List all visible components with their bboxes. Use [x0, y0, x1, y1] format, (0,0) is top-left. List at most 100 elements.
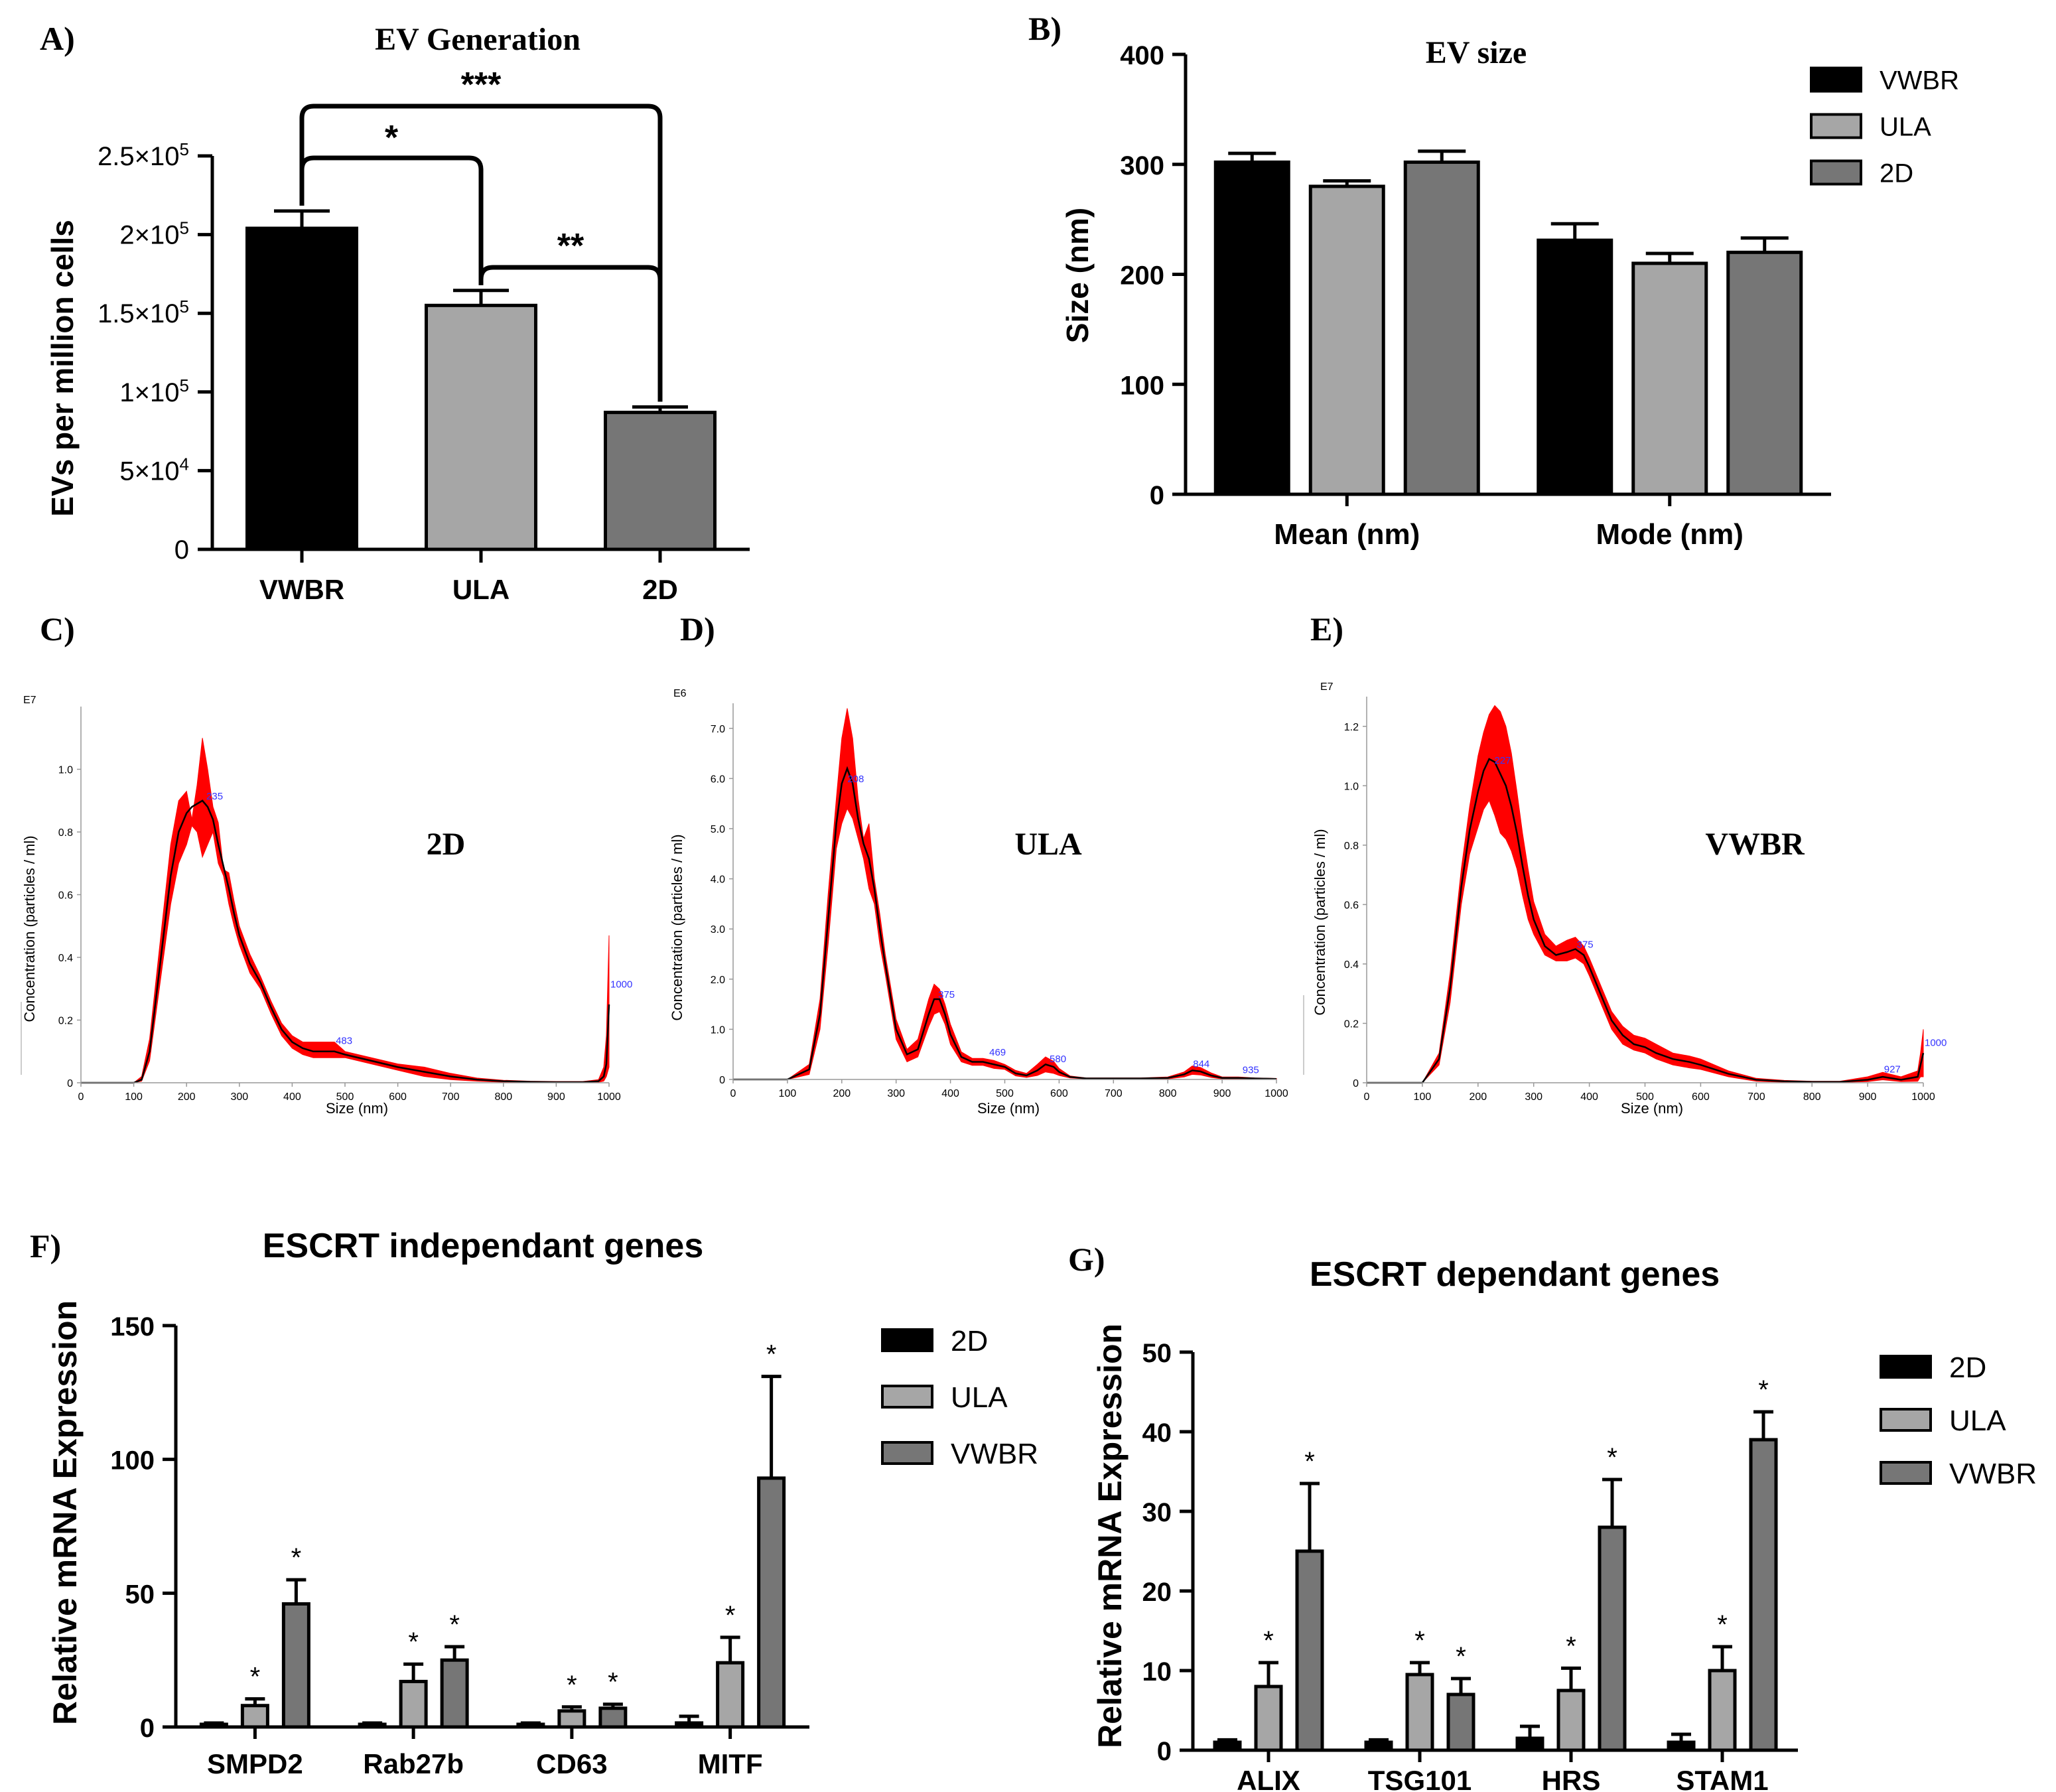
y-tick-label: 0: [1353, 1078, 1359, 1089]
legend-label: 2D: [1949, 1351, 1986, 1384]
x-tick-label: 700: [1105, 1088, 1123, 1099]
legend-swatch: [1880, 1408, 1932, 1432]
bar: [245, 226, 358, 551]
significance-star: *: [449, 1610, 460, 1639]
bar: [1708, 1669, 1737, 1752]
bar: [425, 303, 537, 551]
significance-star: *: [1758, 1375, 1769, 1405]
panel-d: D) E6 Concentration (particles / ml) Siz…: [663, 610, 1327, 1141]
bar: [1405, 1673, 1434, 1752]
x-tick-label: TSG101: [1368, 1765, 1472, 1792]
x-tick-label: Mean (nm): [1274, 518, 1420, 551]
y-tick-label: 400: [1120, 41, 1164, 70]
significance-star: *: [1414, 1626, 1425, 1655]
y-tick-label: 0: [1157, 1737, 1172, 1766]
bar: [1556, 1689, 1586, 1752]
bar: [1749, 1438, 1778, 1752]
y-tick-label: 1×105: [119, 376, 189, 407]
y-tick-label: 100: [1120, 371, 1164, 400]
x-tick-label: Rab27b: [363, 1748, 464, 1779]
y-tick-label: 0.2: [1344, 1018, 1359, 1030]
bar: [1515, 1736, 1544, 1752]
y-axis-label: Concentration (particles / ml): [669, 834, 685, 1020]
significance-star: *: [1607, 1443, 1617, 1472]
significance-star: *: [1263, 1626, 1274, 1655]
x-tick-label: 900: [547, 1091, 565, 1103]
y-tick-label: 0: [1150, 481, 1164, 510]
y-tick-label: 0.6: [1344, 900, 1359, 911]
x-tick-label: 600: [389, 1091, 407, 1103]
x-tick-label: VWBR: [259, 574, 344, 605]
peak-label: 375: [1577, 939, 1594, 951]
y-tick-label: 5.0: [711, 824, 725, 835]
panel-a-letter: A): [40, 20, 75, 57]
significance-bracket: [299, 155, 484, 285]
legend-label: ULA: [1880, 112, 1931, 141]
y-tick-label: 200: [1120, 261, 1164, 291]
y-tick-label: 1.0: [1344, 781, 1359, 792]
peak-label: 844: [1193, 1058, 1209, 1069]
x-tick-label: 900: [1213, 1088, 1231, 1099]
x-tick-label: 300: [1525, 1091, 1542, 1103]
significance-star: *: [408, 1627, 419, 1657]
y-tick-label: 0: [67, 1078, 73, 1089]
bar: [1364, 1740, 1393, 1752]
bar: [1295, 1549, 1324, 1752]
bar: [557, 1709, 586, 1729]
peak-label: 1000: [610, 979, 632, 990]
significance-star: *: [608, 1668, 618, 1697]
significance-star: *: [766, 1340, 777, 1369]
x-tick-label: 200: [833, 1088, 851, 1099]
peak-label: 208: [847, 774, 864, 785]
x-tick-label: 100: [779, 1088, 797, 1099]
bar: [1213, 1740, 1242, 1752]
nta-ula-chart: D) E6 Concentration (particles / ml) Siz…: [669, 610, 1288, 1117]
x-tick-label: 1000: [1911, 1091, 1935, 1103]
significance-star: *: [1304, 1447, 1315, 1476]
y-tick-label: 0.4: [1344, 959, 1359, 971]
chart-title: ESCRT independant genes: [263, 1227, 704, 1265]
x-tick-label: STAM1: [1676, 1765, 1768, 1792]
y-tick-label: 1.0: [58, 765, 73, 776]
legend-swatch: [881, 1441, 933, 1465]
panel-g: G) ESCRT dependant genes Relative mRNA E…: [1062, 1141, 2056, 1792]
y-tick-label: 150: [110, 1312, 155, 1342]
y-axis-label: Size (nm): [1060, 208, 1095, 343]
error-band: [1367, 705, 1924, 1083]
bar: [516, 1722, 545, 1729]
y-axis-label: Concentration (particles / ml): [21, 835, 38, 1022]
x-tick-label: 700: [442, 1091, 460, 1103]
y-tick-label: 20: [1142, 1578, 1172, 1607]
x-tick-label: 800: [1159, 1088, 1177, 1099]
peak-label: 469: [989, 1047, 1006, 1058]
ev-generation-chart: A) EV Generation EVs per million cells 0…: [40, 20, 750, 605]
peak-label: 1000: [1925, 1037, 1947, 1048]
y-tick-label: 3.0: [711, 924, 725, 935]
legend-label: ULA: [951, 1381, 1008, 1414]
bar: [598, 1706, 628, 1729]
significance-bracket: [299, 103, 663, 402]
escrt-dependent-chart: G) ESCRT dependant genes Relative mRNA E…: [1068, 1241, 2037, 1792]
x-tick-label: 400: [1580, 1091, 1598, 1103]
x-tick-label: 400: [941, 1088, 959, 1099]
legend-swatch: [1810, 66, 1862, 93]
significance-star: *: [291, 1543, 302, 1572]
significance-stars: **: [557, 227, 584, 265]
y-tick-label: 0: [719, 1075, 725, 1086]
legend-label: 2D: [951, 1325, 988, 1357]
panel-e-letter: E): [1310, 610, 1343, 648]
significance-star: *: [725, 1601, 736, 1630]
x-tick-label: 2D: [642, 574, 678, 605]
bar: [240, 1704, 269, 1729]
bar: [1598, 1525, 1627, 1752]
y-tick-label: 40: [1142, 1418, 1172, 1448]
significance-star: *: [1566, 1631, 1576, 1661]
legend-label: ULA: [1949, 1405, 2006, 1437]
y-tick-label: 0.8: [1344, 841, 1359, 852]
panel-b-letter: B): [1028, 10, 1062, 47]
inset-label: 2D: [427, 827, 466, 862]
significance-stars: *: [385, 119, 399, 157]
bar: [675, 1721, 704, 1729]
y-scale-label: E7: [1320, 681, 1334, 693]
y-axis-label: Relative mRNA Expression: [46, 1300, 84, 1725]
